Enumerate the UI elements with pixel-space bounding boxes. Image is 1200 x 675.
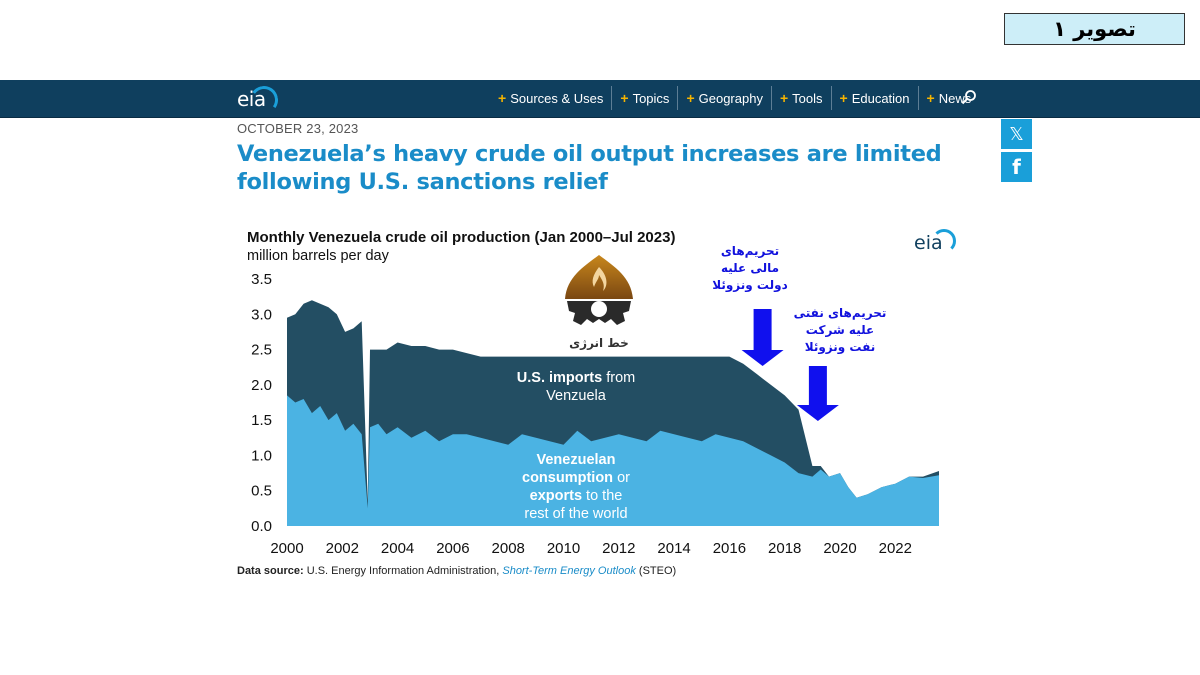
consumption-area bbox=[287, 395, 939, 526]
consumption-label-word: Venezuelan bbox=[537, 452, 616, 468]
consumption-label: exports to the bbox=[530, 488, 623, 504]
consumption-label-word: rest bbox=[524, 506, 548, 522]
production-chart: 0.0 0.5 1.0 1.5 2.0 2.5 3.0 3.5 2000 2002 2004 2006… bbox=[230, 220, 960, 570]
consumption-label-word: of bbox=[549, 506, 566, 522]
chart-title: Monthly Venezuela crude oil production (… bbox=[247, 229, 676, 246]
y-tick-label: 2.0 bbox=[251, 377, 272, 394]
sanction2-line-3: نفت ونزوئلا bbox=[804, 340, 876, 354]
facebook-share-button[interactable]: f bbox=[1001, 152, 1032, 182]
nav-label: Sources & Uses bbox=[510, 90, 604, 106]
article-date: OCTOBER 23, 2023 bbox=[237, 121, 359, 136]
sanction2-line-2: علیه شرکت bbox=[805, 323, 875, 337]
y-tick-label: 3.0 bbox=[251, 306, 272, 323]
nav-sources-uses[interactable]: + Sources & Uses bbox=[490, 86, 613, 110]
x-icon: 𝕏 bbox=[1009, 123, 1024, 145]
x-tick-label: 2022 bbox=[879, 540, 912, 557]
plus-icon: + bbox=[926, 90, 935, 106]
source-text: U.S. Energy Information Administration, bbox=[306, 565, 500, 577]
x-tick-label: 2006 bbox=[436, 540, 469, 557]
data-source-note: Data source: U.S. Energy Information Adm… bbox=[237, 565, 676, 577]
chart-unit-label: million barrels per day bbox=[247, 248, 389, 264]
sanction1-line-2: مالی علیه bbox=[720, 261, 780, 275]
chart-canvas: 0.0 0.5 1.0 1.5 2.0 2.5 3.0 3.5 2000 2002 2004 2006… bbox=[251, 271, 939, 557]
consumption-label-word: world bbox=[589, 506, 628, 522]
consumption-label-word: the bbox=[598, 488, 622, 504]
sanction-annotation-2: تحریم‌های نفتی علیه شرکت نفت ونزوئلا bbox=[790, 305, 890, 356]
y-tick-label: 3.5 bbox=[251, 271, 272, 288]
facebook-icon: f bbox=[1012, 155, 1021, 179]
nav-geography[interactable]: + Geography bbox=[678, 86, 772, 110]
consumption-label-word: to bbox=[582, 488, 598, 504]
search-icon[interactable] bbox=[961, 89, 977, 105]
energy-line-watermark-logo bbox=[565, 255, 633, 325]
sanction1-line-3: دولت ونزوئلا bbox=[712, 278, 788, 292]
consumption-label-word: consumption bbox=[522, 470, 613, 486]
sanction2-line-1: تحریم‌های نفتی bbox=[793, 306, 887, 320]
y-tick-label: 0.0 bbox=[251, 518, 272, 535]
nav-label: Tools bbox=[792, 90, 823, 106]
main-nav: + Sources & Uses + Topics + Geography + Tool… bbox=[490, 80, 979, 116]
plus-icon: + bbox=[839, 90, 848, 106]
x-tick-label: 2014 bbox=[657, 540, 690, 557]
x-tick-label: 2002 bbox=[326, 540, 359, 557]
us-imports-label-word: from bbox=[602, 370, 635, 386]
consumption-label-word: or bbox=[613, 470, 630, 486]
source-link[interactable]: Short-Term Energy Outlook bbox=[502, 565, 636, 577]
consumption-label-word: the bbox=[565, 506, 589, 522]
us-imports-label: Venzuela bbox=[546, 388, 607, 404]
chart-logo-arc-icon bbox=[932, 229, 956, 253]
sanction-annotation-1: تحریم‌های مالی علیه دولت ونزوئلا bbox=[700, 243, 800, 294]
us-imports-label-word: U.S. bbox=[517, 370, 545, 386]
consumption-label-word: exports bbox=[530, 488, 582, 504]
x-tick-label: 2004 bbox=[381, 540, 414, 557]
nav-label: Topics bbox=[632, 90, 670, 106]
nav-label: Education bbox=[851, 90, 910, 106]
plus-icon: + bbox=[498, 90, 507, 106]
x-share-button[interactable]: 𝕏 bbox=[1001, 119, 1032, 149]
plus-icon: + bbox=[620, 90, 629, 106]
article-headline: Venezuela’s heavy crude oil output incre… bbox=[237, 140, 957, 196]
sanction1-line-1: تحریم‌های bbox=[720, 244, 780, 258]
sanction-arrow-2 bbox=[796, 366, 839, 421]
x-tick-label: 2020 bbox=[823, 540, 856, 557]
y-tick-label: 2.5 bbox=[251, 342, 272, 359]
top-navbar bbox=[0, 80, 1200, 118]
y-tick-label: 1.5 bbox=[251, 412, 272, 429]
us-imports-label-word: Venzuela bbox=[546, 388, 607, 404]
plus-icon: + bbox=[779, 90, 789, 106]
x-tick-label: 2010 bbox=[547, 540, 580, 557]
nav-label: Geography bbox=[698, 90, 763, 106]
watermark-text: خط انرژی bbox=[569, 336, 629, 350]
x-tick-label: 2018 bbox=[768, 540, 801, 557]
headline-line-2: following U.S. sanctions relief bbox=[237, 169, 608, 195]
eia-logo[interactable]: eia bbox=[237, 87, 266, 111]
x-tick-label: 2012 bbox=[602, 540, 635, 557]
plus-icon: + bbox=[686, 90, 695, 106]
y-tick-label: 1.0 bbox=[251, 447, 272, 464]
figure-caption: تصویر ۱ bbox=[1004, 13, 1185, 45]
headline-line-1: Venezuela’s heavy crude oil output incre… bbox=[237, 141, 942, 167]
consumption-label: Venezuelan bbox=[537, 452, 616, 468]
source-label: Data source: bbox=[237, 565, 304, 577]
consumption-label: rest of the world bbox=[524, 506, 627, 522]
x-tick-label: 2016 bbox=[713, 540, 746, 557]
us-imports-label: U.S. imports from bbox=[517, 370, 635, 386]
consumption-label: consumption or bbox=[522, 470, 630, 486]
sanction-arrow-1 bbox=[741, 309, 784, 366]
x-tick-label: 2008 bbox=[492, 540, 525, 557]
nav-tools[interactable]: + Tools bbox=[772, 86, 832, 110]
nav-education[interactable]: + Education bbox=[832, 86, 919, 110]
us-imports-label-word: imports bbox=[545, 370, 602, 386]
nav-topics[interactable]: + Topics bbox=[612, 86, 679, 110]
x-tick-label: 2000 bbox=[270, 540, 303, 557]
y-tick-label: 0.5 bbox=[251, 483, 272, 500]
source-suffix: (STEO) bbox=[638, 565, 677, 577]
